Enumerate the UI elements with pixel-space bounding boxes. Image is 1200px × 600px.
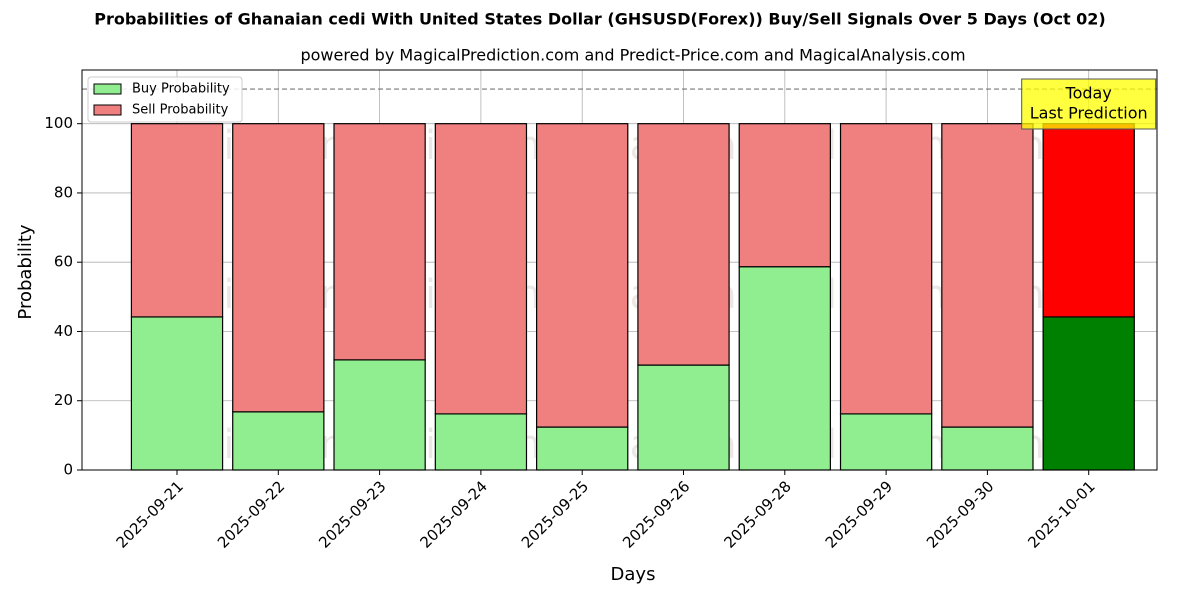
bar — [130, 123, 224, 318]
y-tick-label: 20 — [54, 391, 73, 409]
legend-box — [87, 76, 243, 123]
y-tick-label: 80 — [54, 183, 73, 201]
y-tick-label: 0 — [63, 461, 73, 479]
legend-swatch — [93, 83, 122, 95]
bar — [130, 316, 224, 471]
bar — [941, 123, 1034, 428]
chart-title: Probabilities of Ghanaian cedi With Unit… — [94, 10, 1106, 29]
bar — [637, 364, 730, 471]
annotation-text: Last Prediction — [1030, 104, 1148, 123]
annotation-text: Today — [1065, 84, 1112, 103]
bar — [1042, 123, 1135, 318]
bar — [1042, 316, 1135, 471]
bar — [941, 426, 1034, 471]
annotation-box — [1021, 78, 1157, 130]
legend-label: Sell Probability — [132, 103, 229, 118]
bar — [434, 413, 528, 471]
bar — [536, 426, 629, 471]
legend-swatch — [93, 104, 122, 116]
y-axis-label: Probability — [15, 224, 36, 319]
bar — [536, 123, 629, 428]
y-tick-label: 60 — [54, 253, 73, 271]
bar — [434, 123, 528, 415]
bar — [738, 123, 831, 268]
x-axis-label: Days — [611, 564, 656, 585]
bar — [333, 123, 426, 361]
legend-label: Buy Probability — [132, 82, 230, 97]
bar — [839, 413, 933, 471]
bar — [333, 359, 426, 471]
plot-frame — [81, 69, 1158, 471]
bar — [232, 123, 325, 413]
bar — [738, 266, 831, 471]
y-tick-label: 40 — [54, 322, 73, 340]
chart-subtitle: powered by MagicalPrediction.com and Pre… — [300, 46, 965, 65]
bar — [232, 411, 325, 471]
bar — [637, 123, 730, 366]
y-tick-label: 100 — [44, 114, 73, 132]
bar — [839, 123, 933, 415]
